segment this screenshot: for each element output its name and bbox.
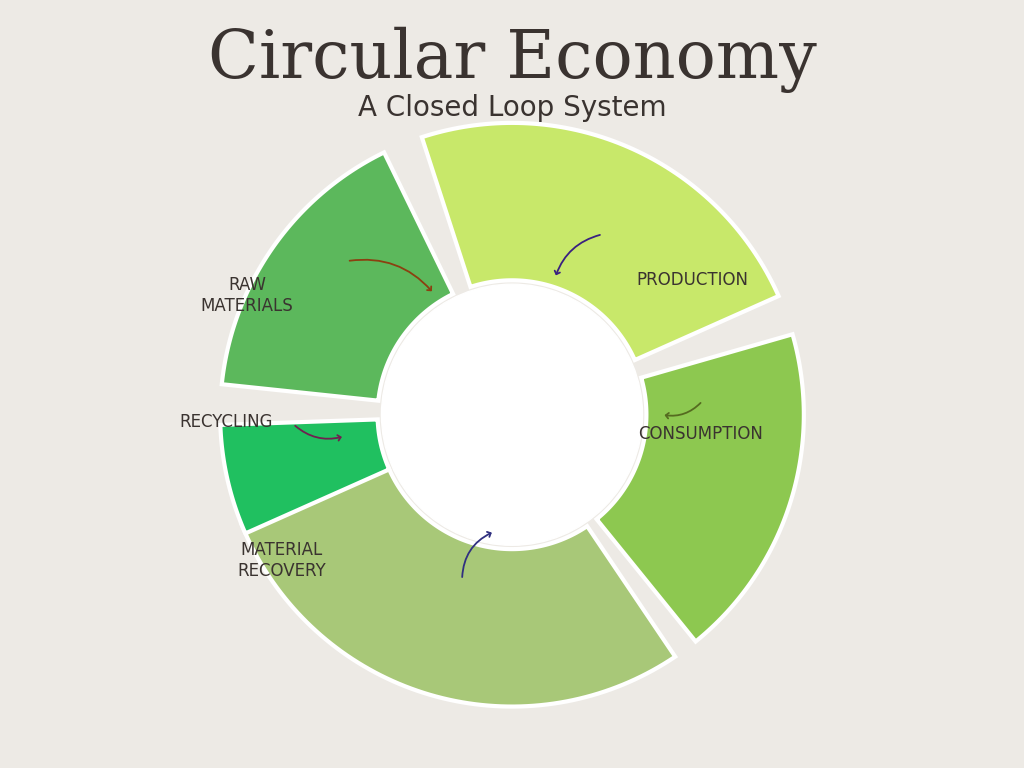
Text: Circular Economy: Circular Economy — [208, 27, 816, 93]
Text: CONSUMPTION: CONSUMPTION — [638, 425, 763, 443]
Polygon shape — [222, 152, 453, 401]
Polygon shape — [422, 123, 778, 360]
Text: RAW
MATERIALS: RAW MATERIALS — [201, 276, 294, 315]
Polygon shape — [242, 465, 675, 707]
Text: RECYCLING: RECYCLING — [179, 413, 273, 432]
Polygon shape — [220, 419, 389, 534]
Text: A Closed Loop System: A Closed Loop System — [357, 94, 667, 121]
Circle shape — [381, 284, 643, 545]
Text: PRODUCTION: PRODUCTION — [637, 271, 749, 290]
Polygon shape — [597, 334, 804, 641]
Text: MATERIAL
RECOVERY: MATERIAL RECOVERY — [238, 541, 326, 580]
